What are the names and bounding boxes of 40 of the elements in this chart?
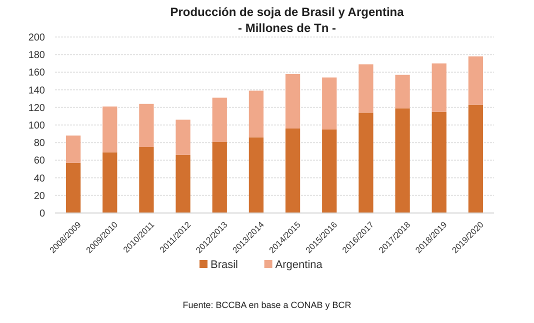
bar	[468, 56, 484, 105]
source-note: Fuente: BCCBA en base a CONAB y BCR	[182, 300, 352, 310]
y-tick-label: 100	[28, 120, 46, 132]
y-tick-label: 80	[34, 138, 46, 150]
y-tick-label: 200	[28, 32, 46, 44]
chart-subtitle: - Millones de Tn -	[238, 21, 336, 35]
bar	[102, 106, 118, 152]
bar	[212, 142, 227, 213]
bar	[285, 74, 300, 129]
bar	[358, 64, 374, 113]
legend-label: Argentina	[275, 259, 324, 271]
legend-label: Brasil	[210, 259, 238, 271]
y-tick-label: 60	[34, 156, 46, 167]
bar	[322, 77, 337, 130]
y-tick-label: 160	[28, 68, 46, 79]
y-tick-label: 120	[28, 102, 46, 114]
bar	[66, 136, 81, 163]
bar	[358, 112, 374, 213]
bar	[432, 112, 446, 213]
bar	[285, 128, 300, 213]
y-tick-label: 20	[34, 190, 46, 202]
bar	[432, 63, 446, 112]
bar	[66, 162, 81, 213]
bar	[139, 147, 154, 213]
bar	[212, 98, 227, 142]
bar	[176, 120, 190, 155]
bar	[322, 129, 337, 213]
bar	[102, 152, 118, 213]
chart-title: Producción de soja de Brasil y Argentina	[170, 5, 404, 19]
bar	[248, 90, 264, 138]
y-tick-label: 140	[28, 85, 46, 96]
bar	[468, 104, 484, 213]
bar	[395, 74, 410, 108]
y-tick-label: 40	[34, 173, 46, 184]
bar	[139, 104, 154, 147]
y-tick-label: 180	[28, 50, 46, 62]
bar	[248, 137, 264, 213]
bar	[395, 108, 410, 213]
bar	[176, 154, 190, 213]
y-tick-label: 0	[39, 208, 46, 220]
